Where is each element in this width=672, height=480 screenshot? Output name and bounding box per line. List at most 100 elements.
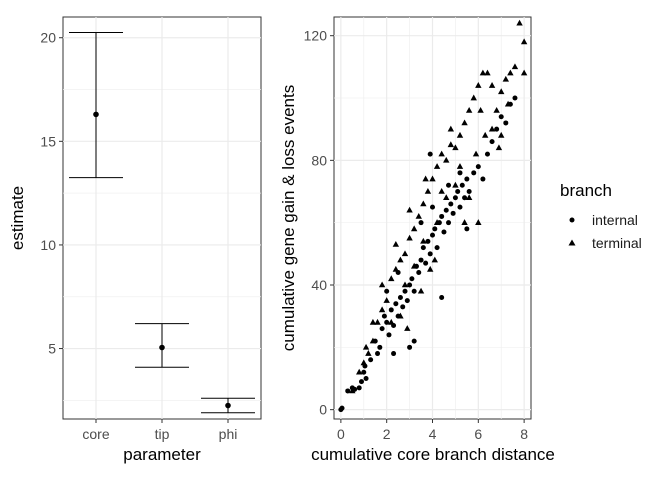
- terminal-point: [406, 234, 413, 241]
- estimate-y-tick-label: 10: [40, 237, 56, 253]
- terminal-point: [452, 181, 459, 188]
- internal-point: [466, 189, 472, 195]
- terminal-point: [498, 131, 505, 138]
- internal-point: [439, 294, 445, 300]
- terminal-point: [481, 131, 489, 138]
- terminal-point: [488, 125, 496, 132]
- terminal-point: [388, 318, 395, 325]
- legend: branch internal terminal: [560, 181, 642, 251]
- terminal-point: [498, 88, 505, 95]
- terminal-point: [349, 387, 356, 394]
- internal-point: [430, 232, 435, 238]
- terminal-point: [438, 188, 445, 194]
- estimate-y-tick-label: 15: [40, 133, 56, 149]
- terminal-point: [362, 343, 370, 350]
- terminal-point: [383, 297, 390, 303]
- terminal-point: [422, 175, 429, 182]
- terminal-point: [511, 63, 519, 70]
- internal-point: [427, 251, 433, 257]
- estimate-y-axis-label: estimate: [8, 186, 27, 250]
- terminal-point: [404, 325, 411, 331]
- internal-point: [397, 294, 403, 300]
- internal-point: [462, 195, 468, 201]
- terminal-point: [438, 150, 445, 157]
- internal-point: [393, 301, 399, 307]
- internal-point: [407, 282, 413, 288]
- legend-title: branch: [560, 181, 612, 200]
- internal-point: [404, 298, 410, 304]
- internal-point: [452, 195, 458, 201]
- terminal-point: [401, 250, 409, 257]
- terminal-point: [417, 287, 425, 294]
- internal-point: [425, 238, 431, 244]
- internal-point: [361, 369, 367, 375]
- terminal-point: [397, 256, 404, 263]
- internal-point: [439, 213, 445, 219]
- internal-point: [379, 326, 385, 332]
- internal-point: [503, 120, 509, 126]
- terminal-point: [465, 106, 473, 113]
- estimate-panel: 5 10 15 20 core tip phi parameter estimate: [8, 16, 262, 464]
- scatter-x-tick-label: 4: [429, 426, 437, 442]
- terminal-point: [392, 265, 400, 272]
- terminal-point: [397, 312, 404, 319]
- scatter-x-axis-label: cumulative core branch distance: [311, 445, 555, 464]
- internal-point: [363, 375, 369, 381]
- terminal-point: [388, 275, 395, 282]
- scatter-grid: [334, 17, 531, 419]
- internal-point: [441, 229, 447, 235]
- scatter-x-tick-label: 6: [474, 426, 482, 442]
- terminal-point: [360, 359, 367, 366]
- internal-point: [457, 170, 463, 176]
- terminal-point: [447, 125, 455, 132]
- legend-internal-key: [569, 217, 575, 223]
- scatter-y-tick-label: 80: [311, 152, 327, 168]
- internal-point: [388, 307, 394, 313]
- estimate-point: [225, 402, 231, 409]
- terminal-point: [470, 94, 477, 101]
- terminal-point: [401, 281, 409, 288]
- terminal-point: [378, 306, 386, 313]
- terminal-point: [475, 82, 482, 88]
- scatter-y-tick-label: 0: [319, 402, 327, 418]
- internal-point: [434, 245, 440, 251]
- terminal-point: [420, 200, 427, 207]
- estimate-point: [93, 111, 99, 118]
- terminal-point: [443, 194, 450, 201]
- terminal-point: [507, 69, 514, 76]
- internal-point: [384, 288, 390, 294]
- scatter-y-axis-label: cumulative gene gain & loss events: [279, 85, 298, 352]
- terminal-point: [479, 69, 487, 76]
- terminal-point: [427, 265, 434, 272]
- terminal-point: [461, 219, 468, 225]
- internal-point: [386, 332, 392, 338]
- internal-point: [464, 176, 470, 182]
- internal-point: [430, 204, 435, 210]
- internal-point: [339, 405, 345, 411]
- internal-point: [427, 151, 433, 157]
- terminal-point: [456, 163, 464, 169]
- internal-point: [407, 344, 413, 350]
- internal-point: [423, 260, 429, 266]
- scatter-x-tick-label: 8: [520, 426, 528, 442]
- terminal-point: [452, 144, 459, 151]
- internal-point: [480, 176, 486, 182]
- terminal-point: [374, 318, 381, 325]
- terminal-point: [475, 219, 482, 225]
- internal-point: [375, 351, 381, 357]
- terminal-point: [477, 106, 484, 113]
- terminal-point: [431, 256, 438, 263]
- internal-point: [377, 344, 383, 350]
- internal-point: [381, 313, 387, 319]
- internal-point: [475, 164, 481, 170]
- terminal-point: [406, 206, 413, 213]
- internal-point: [420, 245, 426, 251]
- estimate-point: [159, 344, 165, 351]
- internal-point: [368, 357, 374, 363]
- internal-point: [384, 319, 390, 325]
- terminal-point: [369, 318, 377, 325]
- legend-terminal-key: [568, 239, 576, 246]
